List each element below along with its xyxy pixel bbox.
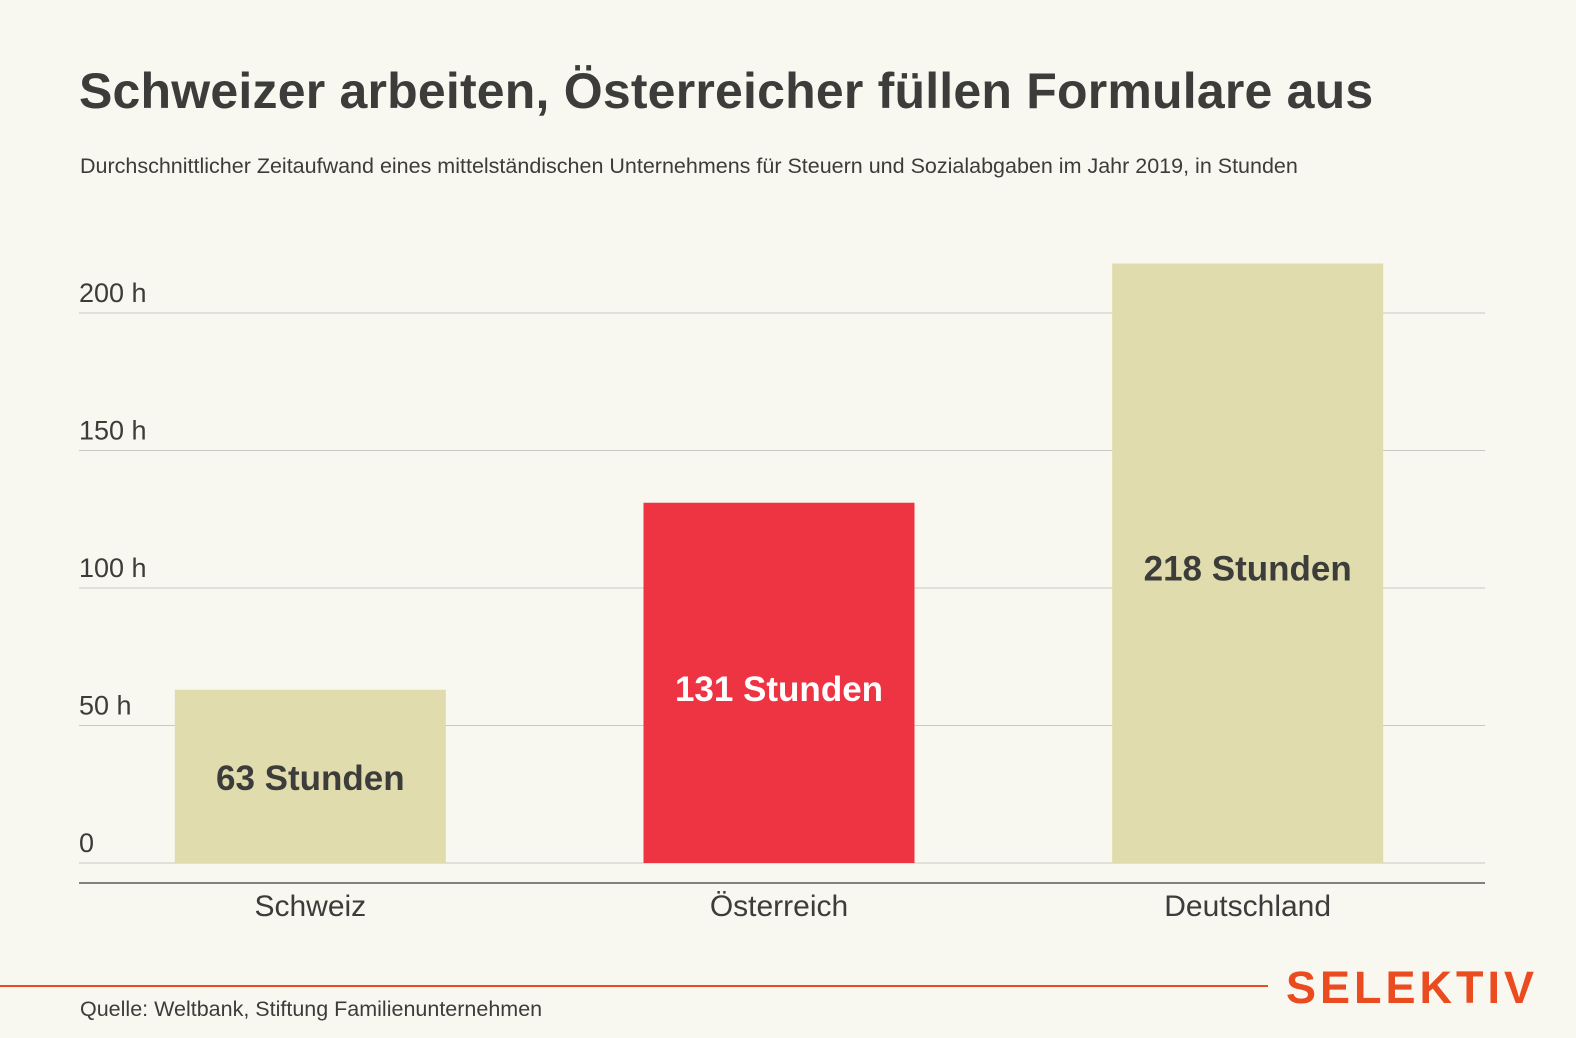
y-tick-label: 200 h bbox=[79, 278, 147, 308]
data-label-1: 131 Stunden bbox=[675, 670, 883, 709]
chart-title: Schweizer arbeiten, Österreicher füllen … bbox=[79, 63, 1374, 119]
bar-2 bbox=[1112, 263, 1384, 863]
y-axis-ticks: 0 50 h 100 h 150 h 200 h bbox=[79, 278, 147, 858]
y-tick-label: 50 h bbox=[79, 691, 132, 721]
chart-subtitle: Durchschnittlicher Zeitaufwand eines mit… bbox=[80, 154, 1298, 178]
bar-chart: 63 Stunden 131 Stunden 218 Stunden 0 50 h 10… bbox=[79, 263, 1485, 923]
data-labels: 63 Stunden 131 Stunden 218 Stunden bbox=[216, 550, 1352, 799]
brand-logo: SELEKTIV bbox=[1286, 962, 1539, 1013]
category-label-0: Schweiz bbox=[254, 890, 366, 923]
y-tick-label: 100 h bbox=[79, 553, 147, 583]
bar-1 bbox=[643, 502, 915, 863]
y-tick-label: 0 bbox=[79, 828, 94, 858]
data-label-0: 63 Stunden bbox=[216, 759, 405, 798]
source-note: Quelle: Weltbank, Stiftung Familienunter… bbox=[80, 997, 543, 1021]
bar-0 bbox=[174, 689, 446, 863]
category-label-2: Deutschland bbox=[1164, 890, 1331, 923]
category-label-1: Österreich bbox=[710, 890, 848, 923]
x-axis-labels: Schweiz Österreich Deutschland bbox=[254, 890, 1331, 923]
bars bbox=[174, 263, 1384, 863]
data-label-2: 218 Stunden bbox=[1144, 550, 1352, 589]
y-tick-label: 150 h bbox=[79, 416, 147, 446]
footer-divider bbox=[0, 985, 1268, 987]
